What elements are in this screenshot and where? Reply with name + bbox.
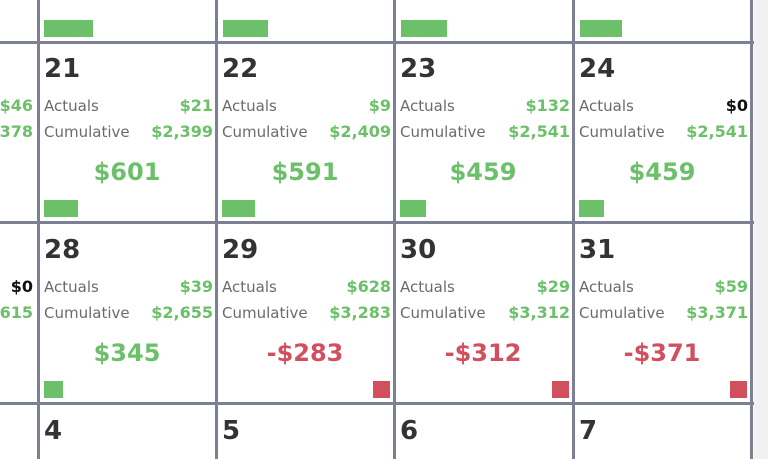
- grid-line: [0, 402, 754, 405]
- status-bar: [44, 200, 78, 217]
- cumulative-value: $2,541: [508, 122, 570, 141]
- status-square: [373, 381, 390, 398]
- balance: $591: [271, 158, 339, 186]
- actuals-value: $0: [10, 277, 33, 296]
- balance: -$283: [266, 339, 344, 367]
- actuals-value: $132: [525, 96, 570, 115]
- status-bar: [401, 20, 447, 37]
- cumulative-value: $2,409: [329, 122, 391, 141]
- status-square: [730, 381, 747, 398]
- actuals-label: Actuals: [222, 278, 277, 296]
- grid-line: [393, 0, 396, 459]
- status-bar: [222, 200, 255, 217]
- balance: -$312: [444, 339, 522, 367]
- actuals-label: Actuals: [222, 97, 277, 115]
- day-number: 5: [222, 416, 241, 446]
- status-bar: [44, 20, 93, 37]
- actuals-value: $21: [179, 96, 213, 115]
- actuals-label: Actuals: [579, 97, 634, 115]
- cumulative-value: $3,371: [686, 303, 748, 322]
- actuals-value: $29: [536, 277, 570, 296]
- grid-line: [0, 221, 754, 224]
- cumulative-label: Cumulative: [44, 304, 130, 322]
- cumulative-label: Cumulative: [579, 123, 665, 141]
- day-number: 21: [44, 54, 81, 84]
- grid-line: [37, 0, 40, 459]
- actuals-label: Actuals: [44, 97, 99, 115]
- status-bar: [580, 20, 622, 37]
- status-bar: [44, 381, 63, 398]
- actuals-value: $39: [179, 277, 213, 296]
- actuals-label: Actuals: [400, 278, 455, 296]
- day-number: 31: [579, 235, 616, 265]
- actuals-value: $628: [346, 277, 391, 296]
- cumulative-value: $2,399: [151, 122, 213, 141]
- day-number: 30: [400, 235, 437, 265]
- grid-line: [572, 0, 575, 459]
- scrollbar: [754, 0, 768, 459]
- cumulative-value: $2,655: [151, 303, 213, 322]
- actuals-label: Actuals: [579, 278, 634, 296]
- actuals-value: $0: [725, 96, 748, 115]
- cumulative-value: ,615: [0, 303, 33, 322]
- actuals-value: $59: [714, 277, 748, 296]
- day-number: 22: [222, 54, 259, 84]
- cumulative-label: Cumulative: [400, 123, 486, 141]
- balance: $459: [628, 158, 696, 186]
- cumulative-label: Cumulative: [222, 304, 308, 322]
- grid-line: [215, 0, 218, 459]
- actuals-value: $9: [368, 96, 391, 115]
- status-square: [552, 381, 569, 398]
- actuals-label: Actuals: [400, 97, 455, 115]
- cumulative-value: $3,283: [329, 303, 391, 322]
- cumulative-value: $2,541: [686, 122, 748, 141]
- day-number: 29: [222, 235, 259, 265]
- cumulative-label: Cumulative: [44, 123, 130, 141]
- status-bar: [579, 200, 604, 217]
- day-number: 24: [579, 54, 616, 84]
- day-number: 4: [44, 416, 63, 446]
- balance: $601: [93, 158, 161, 186]
- cumulative-value: $3,312: [508, 303, 570, 322]
- day-number: 6: [400, 416, 419, 446]
- actuals-value: $46: [0, 96, 33, 115]
- cumulative-value: 378: [0, 122, 33, 141]
- balance: $345: [93, 339, 161, 367]
- day-number: 28: [44, 235, 81, 265]
- actuals-label: Actuals: [44, 278, 99, 296]
- cumulative-label: Cumulative: [222, 123, 308, 141]
- day-number: 7: [579, 416, 598, 446]
- status-bar: [223, 20, 268, 37]
- day-number: 23: [400, 54, 437, 84]
- cumulative-label: Cumulative: [579, 304, 665, 322]
- status-bar: [400, 200, 426, 217]
- cumulative-label: Cumulative: [400, 304, 486, 322]
- balance: $459: [449, 158, 517, 186]
- grid-line: [750, 0, 753, 459]
- balance: -$371: [623, 339, 701, 367]
- grid-line: [0, 41, 754, 44]
